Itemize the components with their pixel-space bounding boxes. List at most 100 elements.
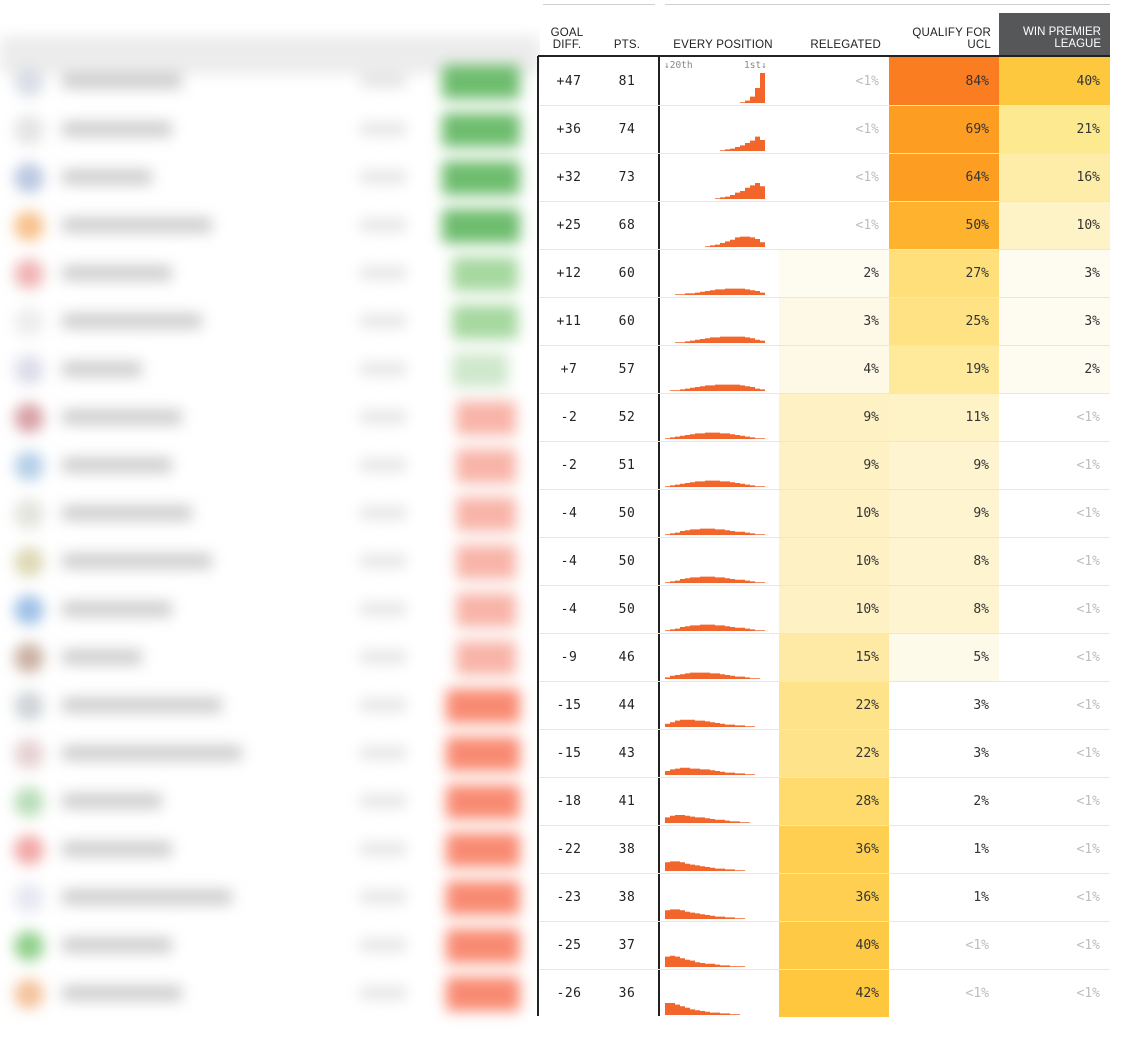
team-name — [62, 697, 222, 713]
goal-diff-value: +7 — [560, 362, 578, 377]
team-name — [62, 793, 162, 809]
team-record — [360, 75, 406, 87]
row-separator — [540, 777, 1110, 778]
divider-left — [537, 56, 539, 1016]
team-logo — [14, 355, 44, 385]
team-logo — [14, 739, 44, 769]
table-row[interactable]: -18 41 28% 2% <1% — [540, 777, 1110, 825]
header-goal-diff-line1: GOAL — [550, 27, 584, 39]
header-every-position: EVERY POSITION — [673, 39, 773, 51]
row-separator — [540, 105, 1110, 106]
relegated-probability: <1% — [779, 105, 889, 153]
team-logo — [14, 259, 44, 289]
team-rating-bar — [446, 833, 520, 867]
points-value: 57 — [618, 362, 636, 377]
win-league-probability: <1% — [999, 633, 1110, 681]
table-row[interactable]: -23 38 36% 1% <1% — [540, 873, 1110, 921]
position-distribution-area — [665, 719, 765, 727]
position-distribution-chart — [665, 624, 765, 631]
blurred-team-row — [0, 153, 540, 201]
team-logo — [14, 115, 44, 145]
table-row[interactable]: +11 60 3% 25% 3% — [540, 297, 1110, 345]
points-value: 73 — [618, 170, 636, 185]
table-row[interactable]: -26 36 42% <1% <1% — [540, 969, 1110, 1017]
table-row[interactable]: -15 43 22% 3% <1% — [540, 729, 1110, 777]
team-record — [360, 747, 406, 759]
position-distribution-chart — [665, 384, 765, 391]
relegated-probability: 15% — [779, 633, 889, 681]
team-record — [360, 363, 406, 375]
qualify-ucl-probability: 1% — [889, 825, 999, 873]
blurred-team-row — [0, 57, 540, 105]
team-name — [62, 553, 212, 569]
table-row[interactable]: -2 51 9% 9% <1% — [540, 441, 1110, 489]
goal-diff-value: -2 — [560, 458, 578, 473]
table-row[interactable]: -4 50 10% 8% <1% — [540, 585, 1110, 633]
header-qualify-ucl[interactable]: QUALIFY FOR UCL — [889, 27, 991, 51]
table-row[interactable]: +7 57 4% 19% 2% — [540, 345, 1110, 393]
points-value: 51 — [618, 458, 636, 473]
position-distribution-chart — [665, 955, 765, 967]
header-win-premier-league[interactable]: WIN PREMIER LEAGUE — [999, 13, 1110, 55]
relegated-probability: 10% — [779, 585, 889, 633]
team-logo — [14, 499, 44, 529]
table-row[interactable]: -2 52 9% 11% <1% — [540, 393, 1110, 441]
row-separator — [540, 393, 1110, 394]
blurred-team-column — [0, 0, 540, 1053]
table-row[interactable]: +25 68 <1% 50% 10% — [540, 201, 1110, 249]
win-league-probability: 21% — [999, 105, 1110, 153]
team-record — [360, 555, 406, 567]
team-logo — [14, 451, 44, 481]
team-record — [360, 219, 406, 231]
qualify-ucl-probability: <1% — [889, 921, 999, 969]
row-separator — [540, 345, 1110, 346]
team-rating-bar — [456, 545, 516, 579]
row-separator — [540, 921, 1110, 922]
qualify-ucl-probability: 19% — [889, 345, 999, 393]
position-distribution-chart — [665, 576, 765, 583]
table-row[interactable]: -4 50 10% 8% <1% — [540, 537, 1110, 585]
position-distribution-chart — [665, 719, 765, 727]
relegated-probability: <1% — [779, 57, 889, 105]
position-distribution-area — [665, 432, 765, 439]
win-league-probability: <1% — [999, 441, 1110, 489]
table-row[interactable]: -22 38 36% 1% <1% — [540, 825, 1110, 873]
team-name — [62, 361, 142, 377]
position-distribution-area — [665, 73, 765, 103]
table-row[interactable]: -15 44 22% 3% <1% — [540, 681, 1110, 729]
win-league-probability: 16% — [999, 153, 1110, 201]
team-rating-bar — [446, 881, 520, 915]
qualify-ucl-probability: 1% — [889, 873, 999, 921]
team-record — [360, 699, 406, 711]
qualify-ucl-probability: 11% — [889, 393, 999, 441]
table-row[interactable]: +12 60 2% 27% 3% — [540, 249, 1110, 297]
table-row[interactable]: -25 37 40% <1% <1% — [540, 921, 1110, 969]
team-name — [62, 73, 182, 89]
header-qualify-ucl-line1: QUALIFY FOR — [912, 27, 991, 39]
qualify-ucl-probability: 27% — [889, 249, 999, 297]
header-relegated[interactable]: RELEGATED — [810, 39, 881, 51]
row-separator — [540, 873, 1110, 874]
row-separator — [540, 585, 1110, 586]
win-league-probability: <1% — [999, 585, 1110, 633]
table-row[interactable]: +32 73 <1% 64% 16% — [540, 153, 1110, 201]
win-league-probability: <1% — [999, 969, 1110, 1017]
axis-1st-text: 1st — [744, 60, 762, 71]
table-row[interactable]: -9 46 15% 5% <1% — [540, 633, 1110, 681]
table-row[interactable]: -4 50 10% 9% <1% — [540, 489, 1110, 537]
header-pts[interactable]: PTS. — [613, 39, 641, 51]
team-record — [360, 507, 406, 519]
table-row[interactable]: +47 81 <1% 84% 40% — [540, 57, 1110, 105]
team-record — [360, 171, 406, 183]
team-record — [360, 843, 406, 855]
qualify-ucl-probability: <1% — [889, 969, 999, 1017]
table-row[interactable]: +36 74 <1% 69% 21% — [540, 105, 1110, 153]
position-distribution-chart — [665, 528, 765, 535]
header-goal-diff[interactable]: GOAL DIFF. — [541, 27, 593, 51]
goal-diff-value: -9 — [560, 650, 578, 665]
blurred-team-row — [0, 105, 540, 153]
relegated-probability: 10% — [779, 537, 889, 585]
team-rating-bar — [446, 737, 520, 771]
team-record — [360, 315, 406, 327]
position-distribution-area — [665, 528, 765, 535]
